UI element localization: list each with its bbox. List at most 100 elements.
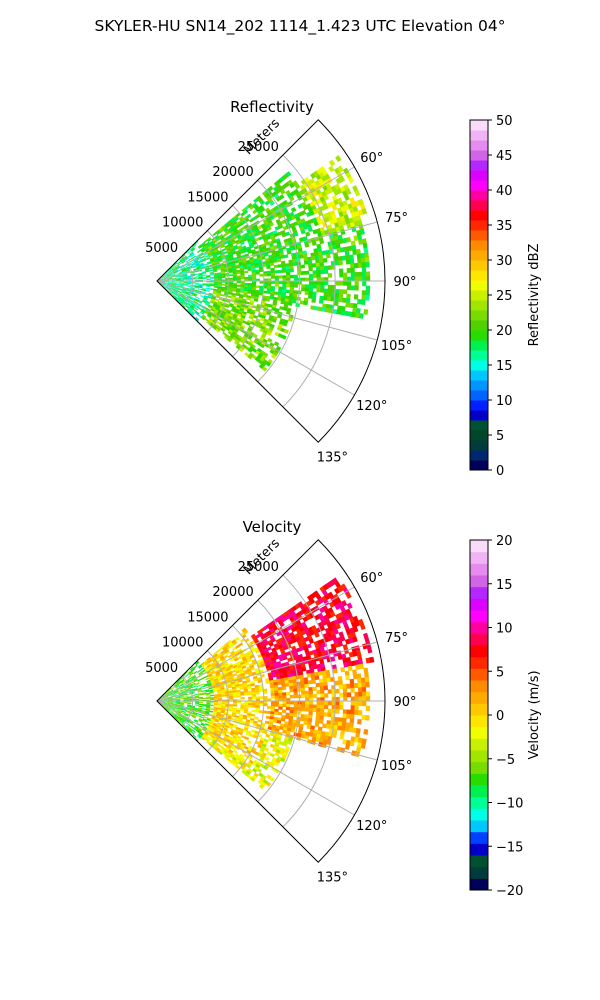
radar-cell bbox=[221, 283, 226, 286]
radar-cell bbox=[191, 723, 196, 727]
radar-cell bbox=[227, 295, 232, 299]
radar-cell bbox=[269, 296, 275, 300]
radar-cell bbox=[221, 224, 226, 230]
radar-cell bbox=[266, 265, 271, 269]
radar-cell bbox=[256, 231, 262, 236]
radar-cell bbox=[260, 361, 267, 367]
radar-cell bbox=[180, 679, 185, 683]
radar-cell bbox=[234, 636, 240, 642]
radar-cell bbox=[193, 719, 198, 723]
radar-cell bbox=[206, 308, 211, 312]
radar-cell bbox=[239, 728, 245, 732]
radar-cell bbox=[201, 711, 206, 714]
radar-cell bbox=[169, 269, 173, 273]
radar-cell bbox=[191, 281, 196, 283]
radar-cell bbox=[179, 264, 184, 268]
radar-cell bbox=[305, 694, 310, 699]
radar-cell bbox=[293, 701, 298, 705]
radar-cell bbox=[361, 686, 367, 693]
radar-cell bbox=[318, 258, 324, 264]
radar-cell bbox=[176, 686, 181, 690]
radar-cell bbox=[244, 692, 249, 696]
radar-cell bbox=[190, 247, 195, 252]
radar-cell bbox=[191, 248, 196, 252]
radar-cell bbox=[324, 281, 329, 286]
radar-cell bbox=[187, 283, 192, 285]
radar-cell bbox=[188, 685, 193, 688]
radar-cell bbox=[243, 224, 249, 229]
radar-cell bbox=[174, 287, 179, 290]
radar-cell bbox=[343, 310, 349, 317]
azimuth-tick-label: 90° bbox=[393, 275, 416, 290]
radar-cell bbox=[232, 704, 238, 707]
radar-cell bbox=[244, 704, 249, 708]
radar-cell bbox=[200, 248, 205, 252]
radar-cell bbox=[207, 313, 213, 317]
radar-cell bbox=[216, 237, 221, 242]
radar-cell bbox=[177, 711, 182, 714]
radar-cell bbox=[168, 279, 173, 281]
radar-cell bbox=[205, 661, 210, 666]
radar-cell bbox=[362, 701, 367, 707]
azimuth-spoke bbox=[156, 221, 378, 282]
colorbar-swatch bbox=[470, 200, 488, 211]
radar-cell bbox=[349, 258, 355, 265]
radar-cell bbox=[223, 307, 228, 312]
radar-cell bbox=[198, 718, 203, 722]
radar-cell bbox=[160, 699, 165, 701]
radar-cell bbox=[189, 711, 194, 714]
radar-cell bbox=[271, 307, 276, 312]
radar-cell bbox=[276, 678, 282, 683]
radar-cell bbox=[170, 272, 175, 275]
radar-cell bbox=[327, 712, 332, 718]
radar-cell bbox=[247, 705, 253, 708]
radar-cell bbox=[251, 701, 257, 704]
radar-cell bbox=[337, 585, 344, 593]
radar-cell bbox=[236, 233, 242, 238]
radar-cell bbox=[189, 290, 194, 293]
radar-cell bbox=[159, 276, 164, 279]
radar-cell bbox=[170, 707, 175, 710]
radar-cell bbox=[212, 746, 217, 751]
radar-cell bbox=[207, 320, 212, 325]
radar-cell bbox=[319, 295, 324, 301]
radar-cell bbox=[215, 714, 221, 718]
radar-cell bbox=[220, 321, 225, 326]
radar-cell bbox=[197, 257, 202, 261]
radar-cell bbox=[178, 677, 183, 681]
radar-cell bbox=[165, 707, 170, 711]
radar-cell bbox=[317, 306, 323, 312]
radar-cell bbox=[269, 682, 275, 686]
radar-cell bbox=[234, 738, 240, 743]
radar-cell bbox=[212, 326, 217, 331]
radar-cell bbox=[200, 310, 205, 314]
radar-cell bbox=[298, 251, 304, 256]
radar-cell bbox=[194, 311, 199, 316]
radar-cell bbox=[339, 635, 346, 642]
radar-cell bbox=[234, 340, 239, 346]
radar-cell bbox=[323, 269, 329, 274]
radar-cell bbox=[338, 225, 345, 231]
radar-cell bbox=[215, 265, 221, 268]
radar-cell bbox=[164, 701, 169, 703]
radar-cell bbox=[224, 733, 230, 738]
radar-cell bbox=[265, 263, 271, 267]
radar-cell bbox=[180, 299, 185, 303]
radar-cell bbox=[189, 311, 194, 316]
radar-cell bbox=[228, 705, 234, 709]
radar-cell bbox=[209, 240, 214, 245]
colorbar-swatch bbox=[470, 703, 488, 716]
radar-cell bbox=[210, 680, 216, 684]
radar-cell bbox=[228, 254, 234, 258]
colorbar-swatch bbox=[470, 280, 488, 291]
radar-cell bbox=[184, 292, 190, 295]
radar-cell bbox=[323, 712, 329, 717]
radar-cell bbox=[238, 731, 243, 736]
radar-cell bbox=[212, 255, 218, 259]
radar-cell bbox=[246, 263, 252, 267]
radar-cell bbox=[174, 288, 179, 292]
radar-cell bbox=[340, 310, 346, 316]
radar-cell bbox=[212, 686, 217, 689]
radar-cell bbox=[226, 667, 231, 672]
radar-cell bbox=[235, 308, 240, 313]
